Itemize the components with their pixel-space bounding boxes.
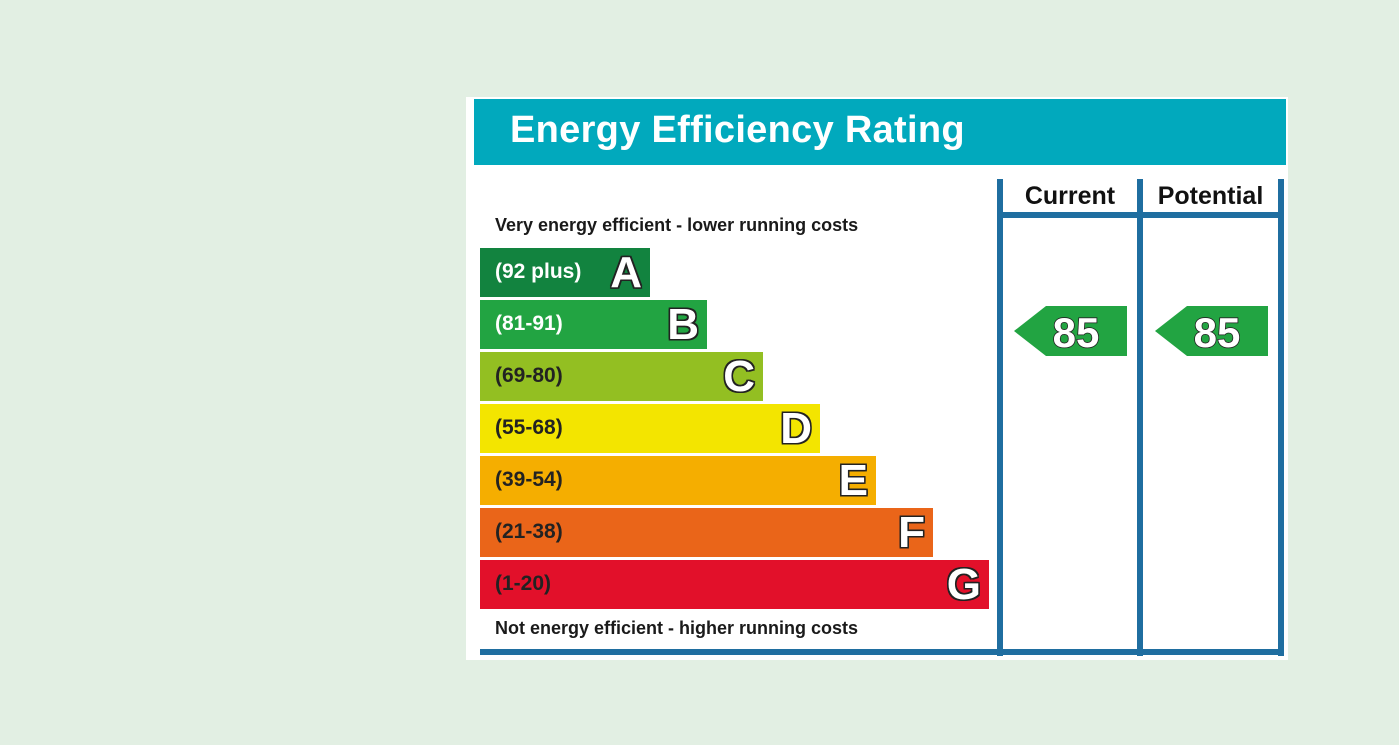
band-letter: D xyxy=(780,404,812,453)
band-letter: G xyxy=(946,560,981,609)
band-letter: A xyxy=(610,248,642,297)
band-g: (1-20) G xyxy=(480,560,989,609)
current-rating-arrow: 85 xyxy=(1014,306,1127,357)
frame-line-left xyxy=(997,179,1003,656)
band-letter: C xyxy=(723,352,755,401)
potential-arrow-shape xyxy=(1155,306,1268,356)
potential-rating-arrow: 85 xyxy=(1155,306,1268,357)
current-arrow-shape xyxy=(1014,306,1127,356)
band-letter: F xyxy=(898,508,925,557)
potential-column-header: Potential xyxy=(1157,182,1264,210)
chart-title: Energy Efficiency Rating xyxy=(510,109,965,151)
title-bar: Energy Efficiency Rating xyxy=(474,99,1286,165)
current-column-header: Current xyxy=(1024,182,1116,210)
header-divider xyxy=(997,212,1284,218)
band-c: (69-80) C xyxy=(480,352,763,401)
potential-rating-value: 85 xyxy=(1194,309,1241,356)
band-letter: E xyxy=(838,456,868,505)
band-range-label: (92 plus) xyxy=(495,260,582,283)
energy-rating-chart: Energy Efficiency Rating Very energy eff… xyxy=(466,97,1288,660)
band-range-label: (39-54) xyxy=(495,468,563,491)
frame-line-middle xyxy=(1137,179,1143,656)
band-range-label: (1-20) xyxy=(495,572,552,595)
band-f: (21-38) F xyxy=(480,508,933,557)
band-e: (39-54) E xyxy=(480,456,876,505)
frame-line-right xyxy=(1278,179,1284,656)
band-d: (55-68) D xyxy=(480,404,820,453)
band-b: (81-91) B xyxy=(480,300,707,349)
band-range-label: (21-38) xyxy=(495,520,563,543)
band-range-label: (69-80) xyxy=(495,364,563,387)
band-a: (92 plus) A xyxy=(480,248,650,297)
current-rating-value: 85 xyxy=(1053,309,1100,356)
top-note: Very energy efficient - lower running co… xyxy=(495,215,859,235)
band-range-label: (81-91) xyxy=(495,312,563,335)
band-range-label: (55-68) xyxy=(495,416,563,439)
bottom-note: Not energy efficient - higher running co… xyxy=(495,618,859,638)
band-letter: B xyxy=(667,300,699,349)
frame-bottom xyxy=(480,649,1284,655)
